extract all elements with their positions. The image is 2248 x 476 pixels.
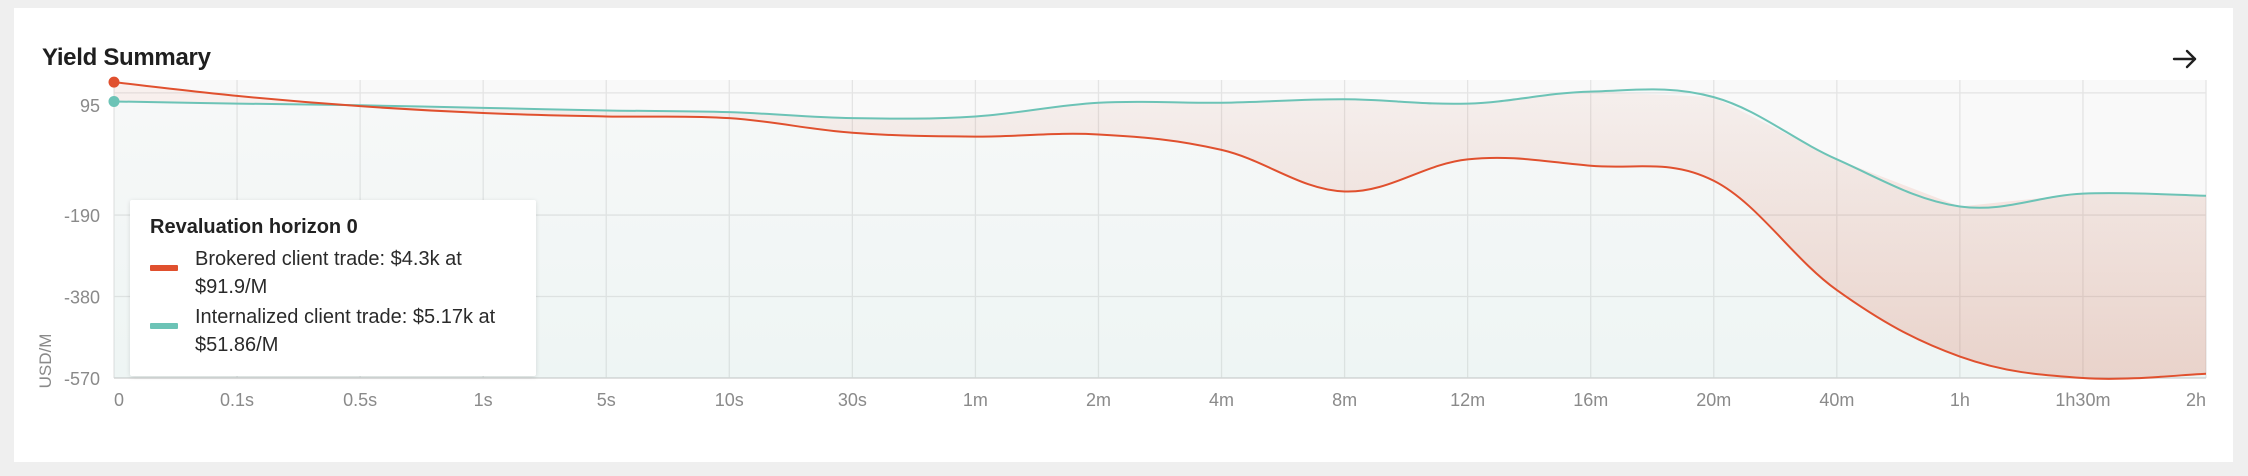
x-tick-label: 1h — [1950, 390, 1970, 410]
series-line-brokered — [113, 81, 2207, 380]
x-tick-label: 8m — [1332, 390, 1357, 410]
chart-title: Yield Summary — [42, 44, 211, 71]
x-tick-label: 1h30m — [2055, 390, 2110, 410]
x-tick-label: 40m — [1819, 390, 1854, 410]
legend-item-brokered: Brokered client trade: $4.3k at $91.9/M — [150, 245, 516, 301]
series-line-internalized — [113, 88, 2207, 209]
fill-under-internalized — [114, 89, 2206, 378]
y-axis-label: USD/M — [36, 334, 55, 389]
x-tick-label: 16m — [1573, 390, 1608, 410]
y-tick-label: -380 — [64, 288, 100, 308]
x-tick-label: 5s — [597, 390, 616, 410]
x-tick-label: 20m — [1696, 390, 1731, 410]
y-tick-labels: 95 -190 -380 -570 — [64, 96, 100, 389]
x-tick-label: 0.5s — [343, 390, 377, 410]
x-tick-label: 2m — [1086, 390, 1111, 410]
x-tick-label: 12m — [1450, 390, 1485, 410]
series-lines — [108, 76, 2207, 380]
legend-title: Revaluation horizon 0 — [150, 216, 358, 238]
chart-legend: Revaluation horizon 0 Brokered client tr… — [130, 200, 536, 376]
legend-swatch-internalized — [150, 323, 178, 329]
x-tick-label: 0 — [114, 390, 124, 410]
marker-internalized-start — [108, 95, 120, 107]
x-tick-labels: 0 0.1s 0.5s 1s 5s 10s 30s 1m 2m 4m 8m 12m 16m 20m 40m 1… — [114, 390, 2206, 410]
y-tick-label: -190 — [64, 206, 100, 226]
legend-label-brokered: Brokered client trade: $4.3k at $91.9/M — [195, 248, 462, 298]
series-fill — [114, 82, 2206, 379]
x-tick-label: 10s — [715, 390, 744, 410]
legend-swatch-brokered — [150, 265, 178, 271]
y-tick-label: -570 — [64, 369, 100, 389]
x-tick-label: 1s — [474, 390, 493, 410]
y-tick-label: 95 — [80, 96, 100, 116]
marker-brokered-start — [108, 76, 120, 88]
legend-item-internalized: Internalized client trade: $5.17k at $51… — [150, 303, 516, 359]
legend-label-internalized: Internalized client trade: $5.17k at $51… — [195, 306, 496, 356]
x-tick-label: 4m — [1209, 390, 1234, 410]
x-tick-label: 30s — [838, 390, 867, 410]
x-tick-label: 1m — [963, 390, 988, 410]
arrow-right-icon[interactable] — [2168, 42, 2202, 76]
x-tick-label: 2h — [2186, 390, 2206, 410]
x-tick-label: 0.1s — [220, 390, 254, 410]
